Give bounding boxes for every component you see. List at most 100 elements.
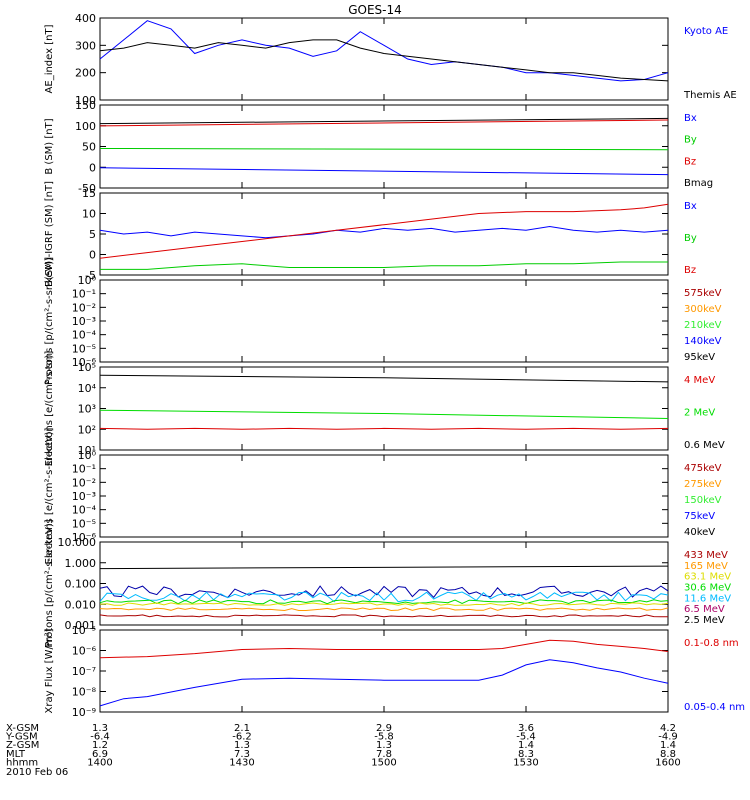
y-tick-label: 0: [89, 249, 96, 262]
series-line-by: [99, 148, 669, 151]
x-row-value: -5.8: [374, 732, 394, 743]
y-tick-label: 10⁻³: [72, 315, 96, 328]
y-tick-label: 50: [82, 141, 96, 154]
legend-entry: 6.5 MeV: [684, 604, 725, 615]
y-axis-label: Xray Flux [W/m²]: [44, 628, 55, 713]
y-tick-label: 10⁻²: [72, 476, 96, 489]
y-tick-label: 10⁻⁵: [72, 342, 96, 355]
legend-entry: 0.05-0.4 nm: [684, 702, 745, 713]
x-row-label: Y-GSM: [5, 732, 38, 743]
y-tick-label: 10⁻³: [72, 490, 96, 503]
y-tick-label: 10⁵: [78, 361, 96, 374]
y-tick-label: 10⁻⁹: [72, 706, 96, 719]
y-tick-label: 5: [89, 228, 96, 241]
legend-entry: By: [684, 135, 697, 146]
x-row-value: 6.9: [92, 749, 108, 760]
panel-frame: [99, 541, 669, 626]
x-row-value: 3.6: [518, 723, 534, 734]
series-line-433-mev: [99, 565, 669, 570]
y-tick-label: 100: [75, 120, 96, 133]
y-axis-label: AE_index [nT]: [44, 24, 55, 93]
y-tick-label: 100: [75, 94, 96, 107]
panel-frame: [99, 17, 669, 101]
legend-entry: Bz: [684, 156, 696, 167]
legend-entry: 575keV: [684, 288, 722, 299]
y-tick-label: 10⁻⁶: [72, 531, 97, 544]
series-line-bmag: [99, 117, 669, 125]
x-row-label: Z-GSM: [6, 740, 39, 751]
series-line-4-mev: [99, 427, 669, 430]
x-row-value: 1.4: [518, 740, 534, 751]
legend-entry: Themis AE: [683, 90, 737, 101]
legend-entry: 63.1 MeV: [684, 572, 731, 583]
series-line-63-1-mev: [99, 602, 669, 607]
x-row-value: 1.4: [660, 740, 676, 751]
x-row-value: 4.2: [660, 723, 676, 734]
legend-entry: 2.5 MeV: [684, 615, 725, 626]
panel-frame: [99, 279, 669, 363]
y-tick-label: 1.000: [65, 557, 97, 570]
series-line-0-1-0-8-nm: [99, 639, 669, 659]
x-row-label: hhmm: [6, 757, 38, 768]
series-line-2-5-mev: [99, 614, 668, 618]
y-tick-label: 10⁴: [78, 382, 97, 395]
legend-entry: 0.6 MeV: [684, 440, 725, 451]
x-row-value: 1.3: [376, 740, 392, 751]
x-row-value: 1400: [87, 757, 112, 768]
legend-entry: Bmag: [684, 178, 713, 189]
y-tick-label: 400: [75, 12, 96, 25]
legend-entry: Kyoto AE: [684, 26, 728, 37]
series-line-11-6-mev: [99, 591, 669, 603]
y-tick-label: 0.010: [65, 598, 97, 611]
legend-entry: 75keV: [684, 511, 715, 522]
x-row-value: -5.4: [516, 732, 536, 743]
legend-entry: 475keV: [684, 463, 722, 474]
y-tick-label: 10¹: [78, 444, 96, 457]
legend-entry: Bx: [684, 113, 697, 124]
x-row-value: 1530: [513, 757, 538, 768]
x-row-value: 1600: [655, 757, 680, 768]
legend-entry: 210keV: [684, 320, 722, 331]
y-tick-label: 200: [75, 67, 96, 80]
legend-entry: 0.1-0.8 nm: [684, 638, 739, 649]
legend-entry: 2 MeV: [684, 408, 715, 419]
date-label: 2010 Feb 06: [6, 767, 68, 778]
series-line-by: [100, 261, 668, 270]
y-axis-label: Electrons [e/(cm²-s-sr)]: [44, 351, 55, 467]
y-tick-label: 10⁻⁶: [72, 356, 97, 369]
y-tick-label: 10⁻⁴: [72, 504, 97, 517]
x-row-value: 2.1: [234, 723, 250, 734]
x-row-value: 1430: [229, 757, 254, 768]
x-row-value: 1.3: [234, 740, 250, 751]
y-tick-label: 10²: [78, 423, 96, 436]
legend-entry: 150keV: [684, 495, 722, 506]
legend-entry: 11.6 MeV: [684, 593, 731, 604]
panel-8: 10⁻⁹ 10⁻⁸ 10⁻⁷ 10⁻⁶ 10⁻⁵ Xray Flux [W/m²] 0.1-…: [44, 624, 745, 719]
x-row-value: 1500: [371, 757, 396, 768]
x-row-value: 8.8: [660, 749, 676, 760]
y-tick-label: 10⁰: [78, 274, 97, 287]
x-row-value: 8.3: [518, 749, 534, 760]
legend-entry: 165 MeV: [684, 561, 728, 572]
y-tick-label: 10⁻²: [72, 301, 96, 314]
y-tick-label: 10⁻⁷: [72, 665, 96, 678]
x-row-value: 7.3: [234, 749, 250, 760]
y-tick-label: 10⁰: [78, 449, 97, 462]
y-axis-label: Electrons [e/(cm²-s-sr-keV)]: [44, 427, 55, 564]
panel-5: 10¹ 10² 10³ 10⁴ 10⁵ Electrons [e/(cm²-s-sr)] 4…: [44, 351, 725, 467]
x-row-value: -4.9: [658, 732, 678, 743]
y-tick-label: 10.000: [58, 536, 97, 549]
legend-entry: 4 MeV: [684, 375, 715, 386]
y-tick-label: 10⁻¹: [72, 288, 96, 301]
legend-entry: By: [684, 233, 697, 244]
y-axis-label: B(SM)-IGRF (SM) [nT]: [44, 181, 55, 287]
y-tick-label: 10: [82, 208, 96, 221]
series-line-0-05-0-4-nm: [99, 659, 669, 707]
y-axis-label: Protons [p/(cm²-s-sr-keV)]: [44, 519, 55, 647]
series-line-bx: [99, 167, 669, 176]
